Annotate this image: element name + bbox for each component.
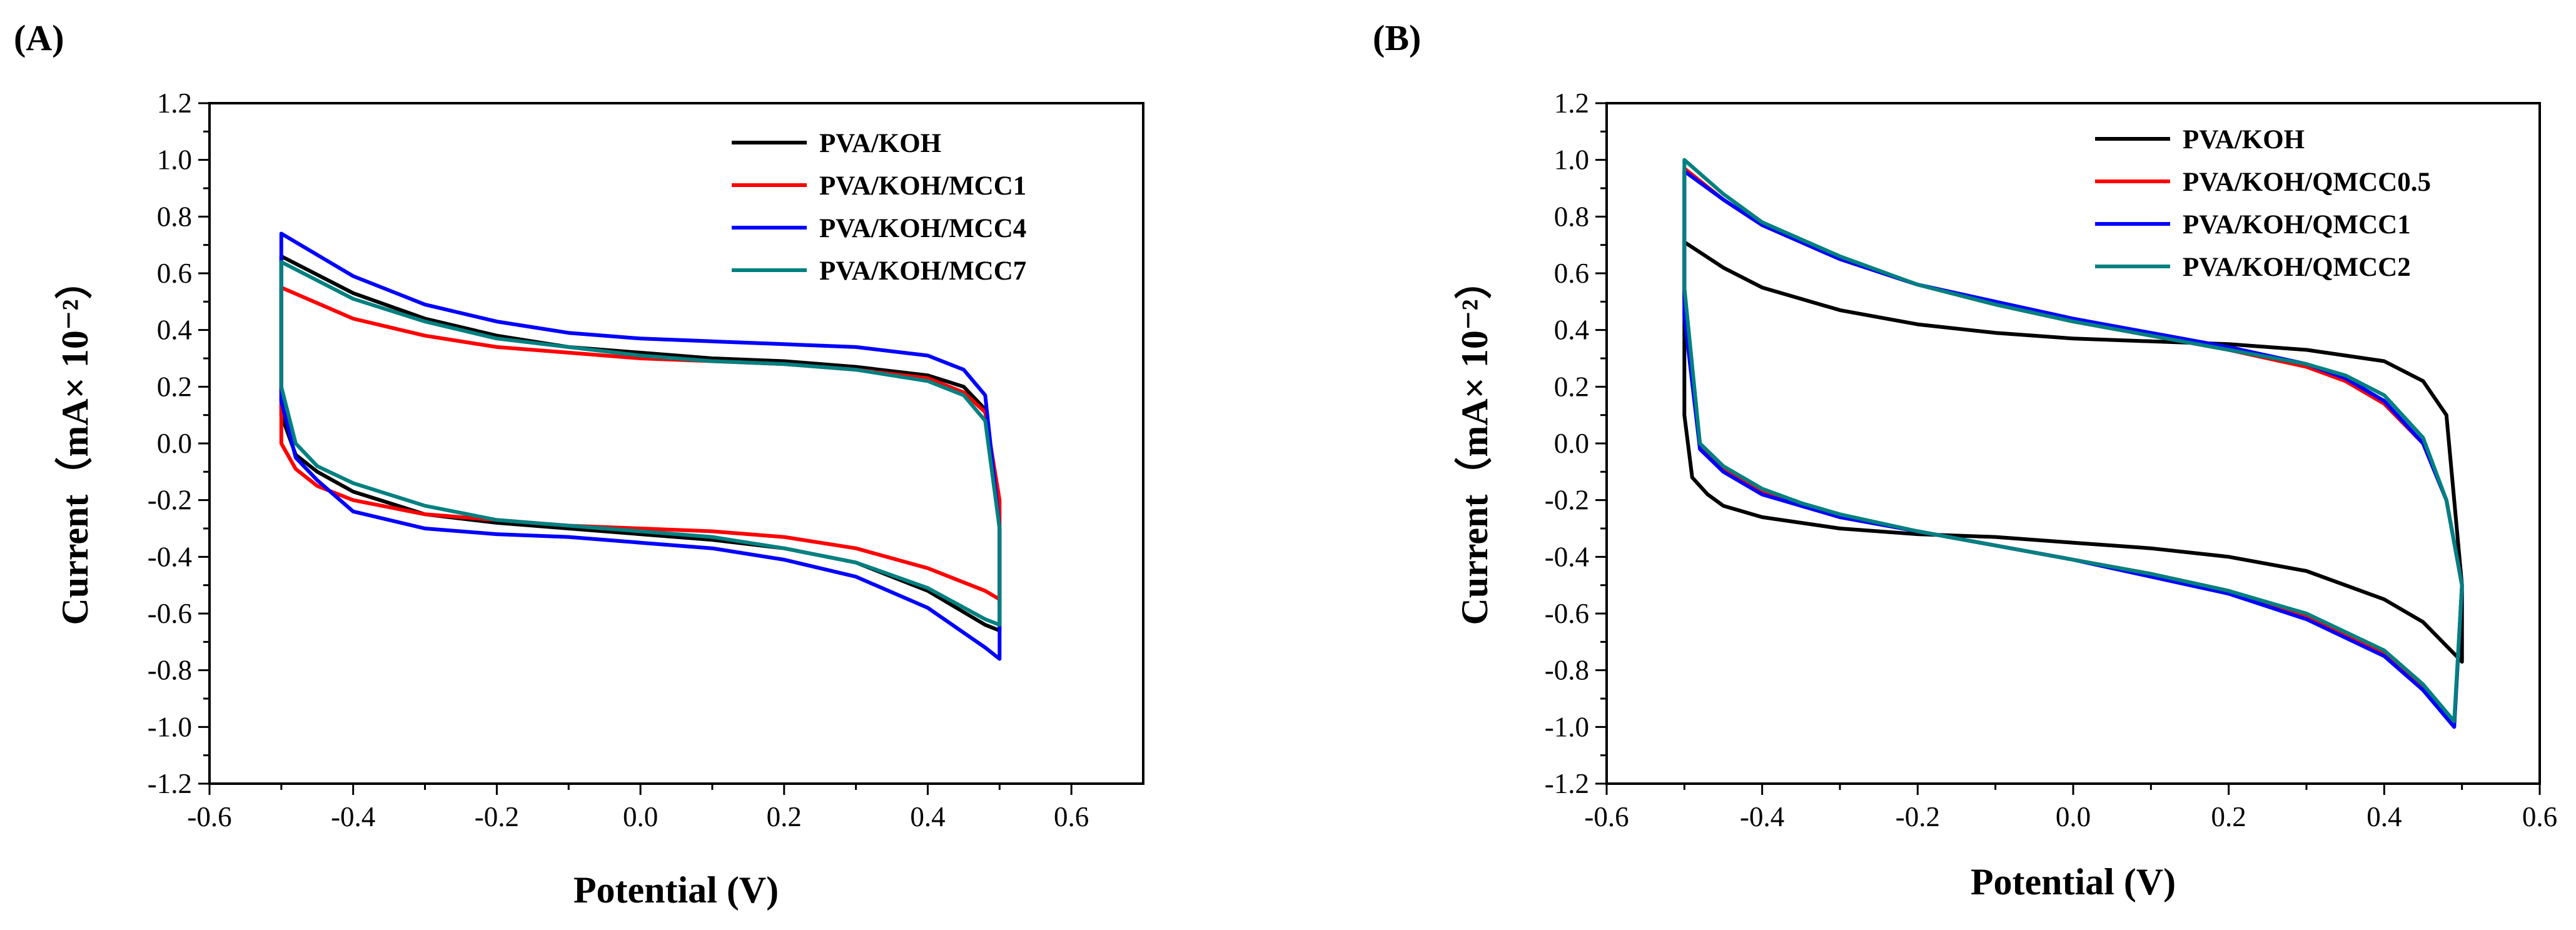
panel-a-series-4-line: [279, 260, 1002, 627]
panel-a-series-2-line: [279, 285, 1002, 602]
panel-a-x-axis-title: Potential (V): [573, 869, 779, 911]
panel-b-legend-label-2: PVA/KOH/QMCC0.5: [2183, 168, 2431, 197]
panel-b-y-ticks: 1.2 1.0 0.8 0.6 0.4 0.2 0.0 -0.2 -0.4 -0.6 -0.8 -1.…: [1545, 88, 1607, 799]
panel-a-chart: (A) -0.6 -0.4 -0.2 0.0 0.2 0.4 0.6 1.2 1.0 0.8 0.…: [14, 18, 1144, 911]
panel-b-plot-frame: [1605, 102, 2541, 785]
panel-a-label: (A): [14, 18, 64, 58]
panel-a-x-tick-label: -0.2: [475, 801, 519, 832]
panel-b-y-axis-title: Current（mA× 10⁻²）: [1453, 261, 1495, 625]
panel-a-x-tick-label: -0.4: [331, 801, 375, 832]
panel-a-y-tick-label: 1.2: [157, 88, 192, 119]
panel-b-x-tick-label: -0.4: [1740, 801, 1784, 832]
panel-a-x-tick-label: 0.0: [623, 801, 658, 832]
panel-a-y-tick-label: -1.2: [148, 768, 192, 799]
panel-a-x-tick-label: 0.2: [767, 801, 802, 832]
panel-a-plot-frame: [208, 102, 1144, 785]
panel-a-y-tick-label: 0.6: [157, 258, 192, 289]
panel-b-x-ticks: -0.6 -0.4 -0.2 0.0 0.2 0.4 0.6: [1584, 784, 2557, 832]
panel-a-x-tick-label: 0.6: [1054, 801, 1089, 832]
panel-b-x-axis-title: Potential (V): [1971, 861, 2176, 902]
panel-a-legend-label-3: PVA/KOH/MCC4: [819, 214, 1026, 243]
panel-b-x-tick-label: 0.4: [2366, 801, 2402, 832]
panel-b-y-tick-label: -0.8: [1545, 655, 1589, 686]
panel-b-y-tick-label: -0.4: [1545, 541, 1589, 572]
panel-a-legend-label-1: PVA/KOH: [819, 129, 941, 158]
panel-b-x-tick-label: -0.2: [1896, 801, 1940, 832]
panel-a-y-tick-label: 0.8: [157, 201, 192, 232]
panel-b-x-tick-label: 0.0: [2056, 801, 2091, 832]
panel-a-x-tick-label: -0.6: [187, 801, 231, 832]
panel-a-y-tick-label: 0.4: [157, 315, 192, 346]
panel-b-x-tick-label: 0.2: [2211, 801, 2246, 832]
panel-a-legend-label-4: PVA/KOH/MCC7: [819, 256, 1026, 286]
panel-a-y-tick-label: -0.2: [148, 485, 192, 516]
panel-a-y-tick-label: -1.0: [148, 711, 192, 742]
panel-a-x-tick-label: 0.4: [910, 801, 945, 832]
panel-b-y-tick-label: 0.6: [1554, 258, 1589, 289]
panel-b-x-tick-label: 0.6: [2522, 801, 2557, 832]
panel-b-y-tick-label: 0.4: [1554, 315, 1589, 346]
panel-b-y-tick-label: 0.8: [1554, 201, 1589, 232]
panel-b-x-tick-label: -0.6: [1584, 801, 1629, 832]
panel-a-series-3-line: [279, 231, 1002, 661]
panel-b-legend-label-1: PVA/KOH: [2183, 125, 2305, 154]
panel-b-series-1-line: [1682, 240, 2464, 664]
panel-b-legend-label-4: PVA/KOH/QMCC2: [2183, 253, 2411, 282]
panel-b-y-tick-label: 1.0: [1554, 144, 1589, 176]
panel-b-y-tick-label: -1.0: [1545, 711, 1589, 742]
panel-b-chart: (B) -0.6 -0.4 -0.2 0.0 0.2 0.4 0.6 1.2 1.0 0.8 0.…: [1373, 18, 2557, 902]
panel-b-label: (B): [1373, 18, 1421, 58]
panel-a-y-tick-label: 0.0: [157, 428, 192, 459]
panel-a-x-ticks: -0.6 -0.4 -0.2 0.0 0.2 0.4 0.6: [187, 784, 1089, 832]
panel-a-y-tick-label: -0.8: [148, 655, 192, 686]
panel-b-y-tick-label: -0.2: [1545, 485, 1589, 516]
panel-a-legend: PVA/KOH PVA/KOH/MCC1 PVA/KOH/MCC4 PVA/KOH/M…: [732, 129, 1026, 286]
panel-b-y-tick-label: 0.2: [1554, 371, 1589, 402]
panel-a-legend-label-2: PVA/KOH/MCC1: [819, 171, 1026, 201]
panel-b-curves: [1682, 158, 2464, 729]
panel-a-y-tick-label: -0.4: [148, 541, 192, 572]
panel-a-y-tick-label: -0.6: [148, 598, 192, 629]
panel-b-series-4-line: [1682, 158, 2464, 724]
panel-b-legend-label-3: PVA/KOH/QMCC1: [2183, 210, 2411, 240]
panel-a-curves: [279, 231, 1002, 661]
panel-a-y-axis-title: Current（mA× 10⁻²）: [54, 261, 96, 625]
panel-a-y-tick-label: 1.0: [157, 144, 192, 176]
panel-b-y-tick-label: 0.0: [1554, 428, 1589, 459]
panel-b-y-tick-label: -0.6: [1545, 598, 1589, 629]
panel-a-y-ticks: 1.2 1.0 0.8 0.6 0.4 0.2 0.0 -0.2 -0.4 -0.6 -0.8 -1.…: [148, 88, 210, 799]
panel-b-series-3-line: [1682, 169, 2464, 729]
panel-b-y-tick-label: -1.2: [1545, 768, 1589, 799]
panel-b-y-tick-label: 1.2: [1554, 88, 1589, 119]
panel-a-y-tick-label: 0.2: [157, 371, 192, 402]
panel-b-legend: PVA/KOH PVA/KOH/QMCC0.5 PVA/KOH/QMCC1 PVA/K…: [2095, 125, 2431, 282]
